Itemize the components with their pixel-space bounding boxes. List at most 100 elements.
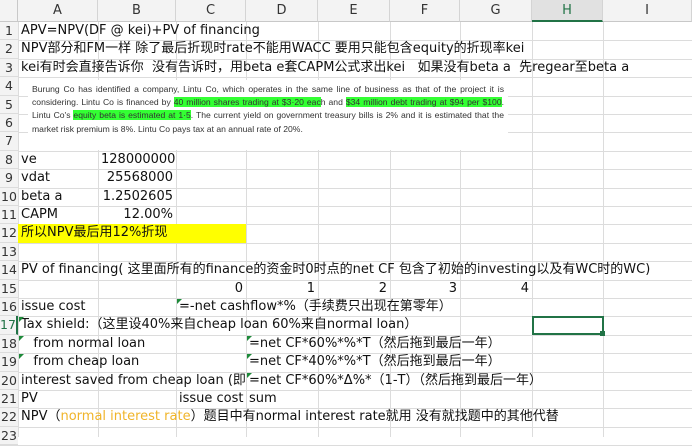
grid-line [176,0,177,437]
cell-B8[interactable]: 128000000 [101,151,176,167]
grid-line [18,0,19,437]
row-header-23[interactable]: 23 [0,426,18,446]
row-header-10[interactable]: 10 [0,187,18,206]
cell-D21[interactable]: sum [249,391,277,406]
problem-text: . The current yield on government treasu… [32,110,504,134]
cell-A8[interactable]: ve [21,151,37,167]
cell-A11[interactable]: CAPM [21,207,59,222]
grid-line [0,224,692,226]
grid-line [532,0,533,437]
row-header-16[interactable]: 16 [0,298,18,317]
cell-A10[interactable]: beta a [21,188,63,204]
row-header-9[interactable]: 9 [0,169,18,188]
text-number-flag-icon [19,335,24,341]
row-header-22[interactable]: 22 [0,408,18,427]
grid-line [0,371,692,373]
npv-note-suffix: ）题目中有normal interest rate就用 没有就找题中的其他代替 [190,409,559,425]
column-header-F[interactable]: F [390,0,460,22]
cell-C21[interactable]: issue cost [179,391,244,406]
cell-B11[interactable]: 12.00% [123,207,173,222]
row-header-7[interactable]: 7 [0,132,18,151]
cell-D20[interactable]: =net CF*60%*Δ%*（1-T）（然后拖到最后一年） [249,372,542,388]
row-header-8[interactable]: 8 [0,150,18,170]
cell-A16[interactable]: issue cost [21,299,86,314]
cell-F15[interactable]: 3 [448,280,457,296]
row-header-4[interactable]: 4 [0,77,18,96]
text-number-flag-icon [177,299,182,304]
row-header-14[interactable]: 14 [0,261,18,280]
cell-A2[interactable]: NPV部分和FM一样 除了最后折现时rate不能用WACC 要用只能包含equi… [21,41,525,57]
column-header-H[interactable]: H [532,0,603,22]
highlighted-text: equity beta is estimated at 1·5 [73,110,191,121]
grid-line [0,316,692,318]
grid-line [390,0,391,437]
column-header-D[interactable]: D [246,0,318,22]
cell-A21[interactable]: PV [21,391,38,406]
cell-A20[interactable]: interest saved from cheap loan (即从cheap … [21,372,246,388]
text-number-flag-icon [247,335,252,341]
column-header-A[interactable]: A [18,0,98,22]
column-header-I[interactable]: I [603,0,692,22]
cell-A22[interactable]: NPV（normal interest rate）题目中有normal inte… [18,408,562,426]
grid-line [0,187,692,189]
row-header-5[interactable]: 5 [0,95,18,114]
selected-cell-H17[interactable] [532,316,605,337]
grid-line [246,0,247,437]
row-header-6[interactable]: 6 [0,114,18,133]
column-header-C[interactable]: C [176,0,246,22]
text-number-flag-icon [247,354,252,360]
grid-line [0,353,692,355]
row-header-1[interactable]: 1 [0,22,18,41]
grid-line [0,279,692,281]
cell-A18[interactable]: from normal loan [21,335,146,351]
row-header-3[interactable]: 3 [0,58,18,78]
grid-line [0,426,692,428]
problem-text: . Lintu Co's [32,97,505,121]
cell-D18[interactable]: =net CF*60%*%*T（然后拖到最后一年） [249,335,501,351]
grid-line [318,0,319,437]
column-header-B[interactable]: B [98,0,176,22]
cell-A14[interactable]: PV of financing( 这里面所有的finance的资金时0时点的ne… [21,262,651,278]
cell-D15[interactable]: 1 [306,280,315,296]
grid-line [0,242,692,244]
cell-A12[interactable]: 所以NPV最后用12%折现 [18,224,246,243]
column-header-G[interactable]: G [460,0,532,22]
problem-text: Burung Co has identified a company, Lint… [32,84,504,108]
text-number-flag-icon [19,354,24,360]
highlighted-text: $34 million debt trading at $94 per $100 [345,97,502,108]
cell-A9[interactable]: vdat [21,170,51,186]
cell-B9[interactable]: 25568000 [106,170,173,186]
column-header-E[interactable]: E [318,0,390,22]
npv-note-prefix: NPV（ [21,409,61,425]
cell-A19[interactable]: from cheap loan [21,354,140,370]
select-all-corner[interactable] [0,0,18,22]
row-header-19[interactable]: 19 [0,353,18,372]
cell-A3[interactable]: kei有时会直接告诉你 没有告诉时，用beta e套CAPM公式求出kei 如果… [21,59,630,75]
row-header-18[interactable]: 18 [0,334,18,354]
grid-line [0,298,692,299]
row-header-13[interactable]: 13 [0,242,18,262]
cell-E15[interactable]: 2 [378,280,387,296]
grid-line [603,0,604,437]
grid-line [460,0,461,437]
highlighted-text: 40 million shares trading at $3·20 eac [173,97,321,108]
row-header-11[interactable]: 11 [0,206,18,225]
row-header-20[interactable]: 20 [0,371,18,390]
problem-text: h and [320,97,346,108]
grid-line [0,390,692,391]
cell-A17[interactable]: Tax shield:（这里设40%来自cheap loan 60%来自norm… [21,317,418,333]
grid-line [0,40,692,42]
cell-G15[interactable]: 4 [520,280,529,296]
row-header-21[interactable]: 21 [0,390,18,409]
cell-A1[interactable]: APV=NPV(DF @ kei)+PV of financing [21,23,260,38]
cell-B10[interactable]: 1.2502605 [102,188,173,204]
row-header-15[interactable]: 15 [0,279,18,298]
cell-C15[interactable]: 0 [234,280,243,296]
embedded-problem-image: Burung Co has identified a company, Lint… [28,80,508,150]
cell-D19[interactable]: =net CF*40%*%*T（然后拖到最后一年） [249,354,501,370]
row-header-17[interactable]: 17 [0,316,18,335]
row-header-12[interactable]: 12 [0,224,18,243]
row-header-2[interactable]: 2 [0,40,18,59]
cell-C16[interactable]: =-net cashflow*%（手续费只出现在第零年） [179,299,452,314]
